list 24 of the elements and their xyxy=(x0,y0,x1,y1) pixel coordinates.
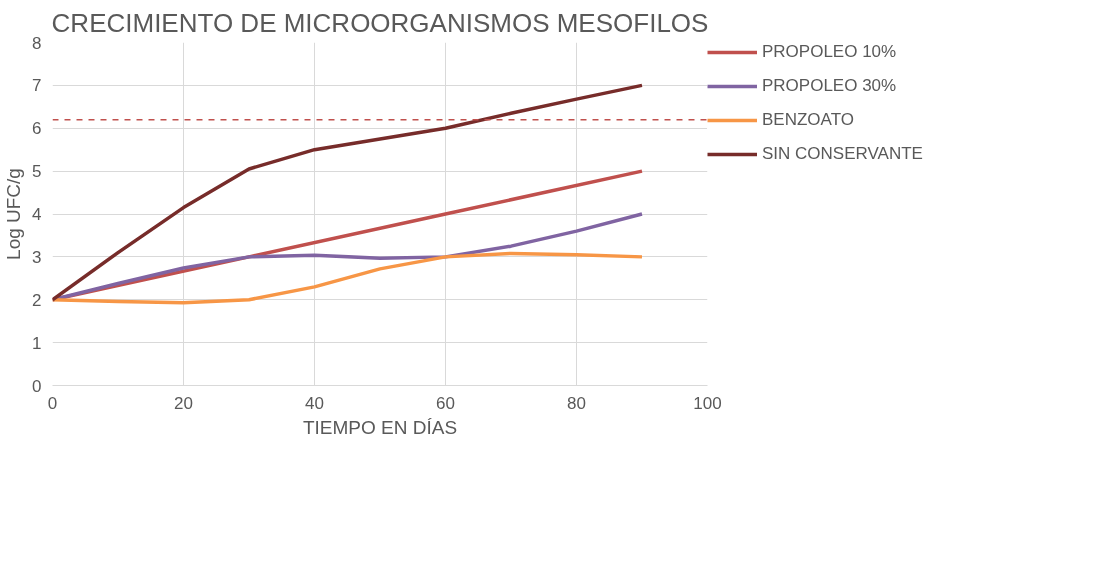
y-tick-label: 6 xyxy=(32,119,42,139)
x-tick-label: 20 xyxy=(174,393,193,413)
x-axis-title: TIEMPO EN DÍAS xyxy=(302,416,458,438)
line-series xyxy=(52,83,644,302)
legend-label: PROPOLEO 30% xyxy=(762,76,897,96)
y-tick-label: 0 xyxy=(32,376,42,396)
x-tick-label: 80 xyxy=(567,393,586,413)
y-tick-label: 2 xyxy=(32,290,42,310)
y-tick-label: 4 xyxy=(32,205,42,224)
legend-label: BENZOATO xyxy=(762,110,854,130)
x-tick-label: 0 xyxy=(47,393,58,413)
x-tick-label: 100 xyxy=(693,393,722,413)
y-tick-label: 7 xyxy=(32,76,42,96)
y-tick-label: 5 xyxy=(32,162,42,182)
x-tick-label: 40 xyxy=(305,393,324,413)
y-tick-label: 1 xyxy=(32,333,42,353)
y-tick-label: 3 xyxy=(32,247,42,267)
x-tick-label: 60 xyxy=(436,393,455,413)
y-axis-title: Log UFC/g xyxy=(3,168,25,260)
y-tick-label: 8 xyxy=(32,33,42,53)
chart-title: CRECIMIENTO DE MICROORGANISMOS MESOFILOS xyxy=(51,7,709,38)
line-series xyxy=(52,251,644,305)
legend-label: SIN CONSERVANTE xyxy=(762,144,923,164)
legend-label: PROPOLEO 10% xyxy=(762,42,897,62)
